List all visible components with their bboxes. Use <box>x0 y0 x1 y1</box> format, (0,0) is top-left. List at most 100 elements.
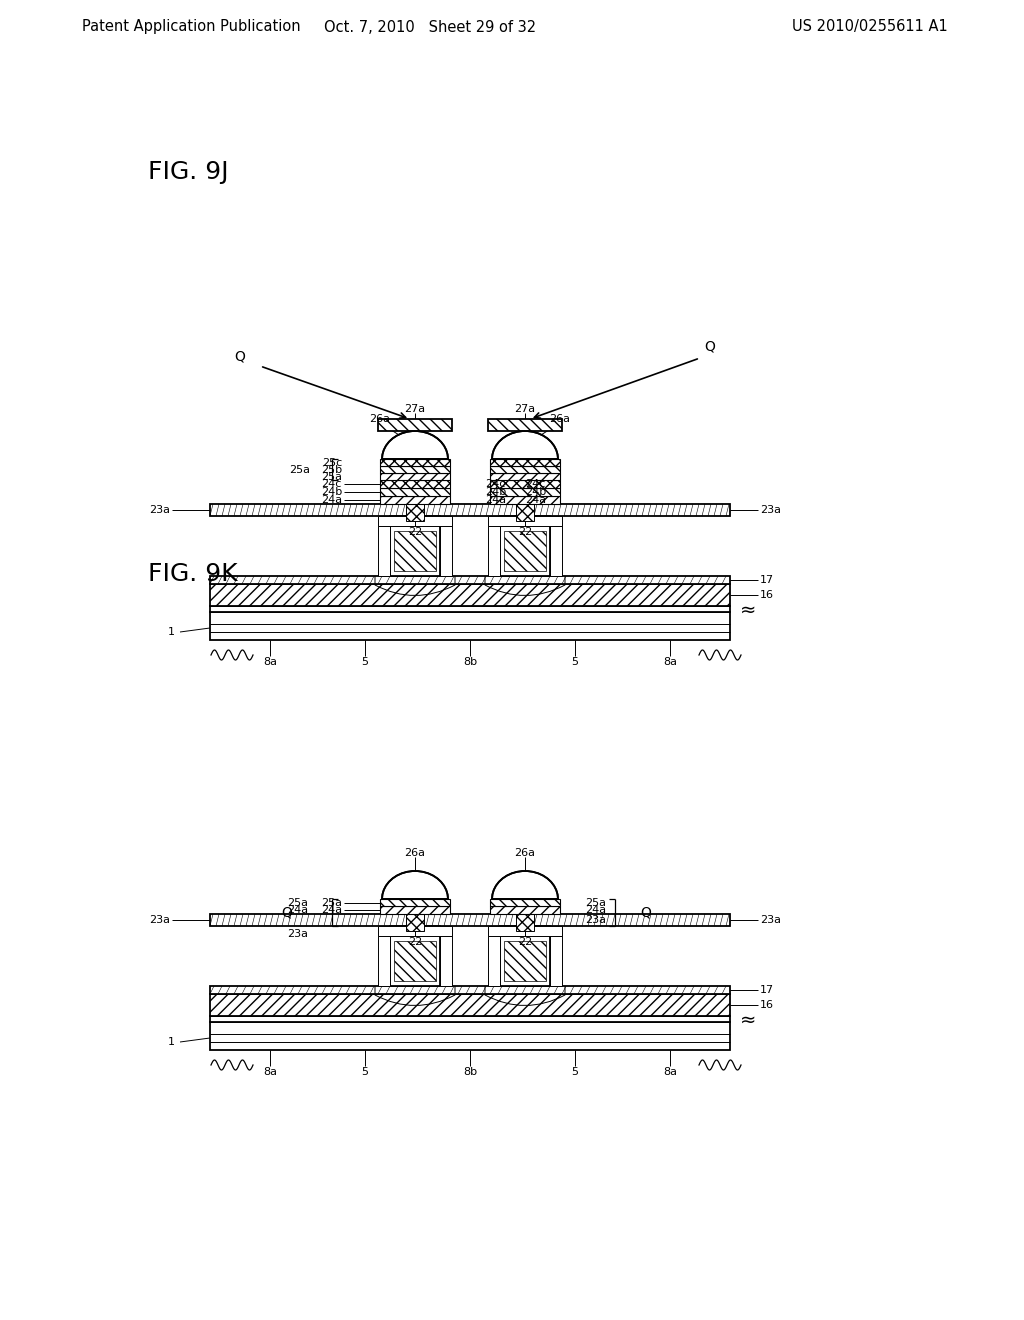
Text: 24b: 24b <box>321 487 342 498</box>
Bar <box>440 525 452 576</box>
Bar <box>394 531 436 572</box>
Text: FIG. 9K: FIG. 9K <box>148 562 238 586</box>
Bar <box>406 499 424 521</box>
Text: Patent Application Publication: Patent Application Publication <box>82 20 301 34</box>
Bar <box>516 909 534 931</box>
Bar <box>378 418 452 432</box>
Polygon shape <box>382 432 449 459</box>
Bar <box>210 1016 730 1022</box>
Text: 23a: 23a <box>287 929 308 939</box>
Bar <box>210 583 730 606</box>
Text: 8b: 8b <box>463 1067 477 1077</box>
Text: 8a: 8a <box>663 657 677 667</box>
Text: 24a: 24a <box>321 495 342 506</box>
Polygon shape <box>382 432 449 459</box>
Text: 25a: 25a <box>585 898 606 908</box>
Bar <box>378 927 452 936</box>
Text: 24a: 24a <box>321 906 342 915</box>
Polygon shape <box>492 432 558 459</box>
Text: 23a: 23a <box>585 915 606 925</box>
Text: 25a: 25a <box>289 465 310 475</box>
Bar <box>380 466 450 473</box>
Bar <box>380 473 450 480</box>
Text: 8a: 8a <box>263 657 278 667</box>
Text: 23a: 23a <box>150 506 170 515</box>
Text: 24c: 24c <box>525 479 546 488</box>
Text: 24c: 24c <box>485 479 506 488</box>
Bar <box>380 906 450 913</box>
Polygon shape <box>382 871 449 899</box>
Bar <box>210 606 730 612</box>
Bar <box>504 941 546 981</box>
Bar <box>380 480 450 488</box>
Bar <box>490 899 560 906</box>
Text: 22: 22 <box>518 937 532 946</box>
Text: 26a: 26a <box>514 847 536 858</box>
Bar <box>380 488 450 496</box>
Bar <box>210 504 730 516</box>
Bar <box>490 496 560 504</box>
Text: 22: 22 <box>408 937 422 946</box>
Text: 25a: 25a <box>287 898 308 908</box>
Text: 22: 22 <box>408 527 422 537</box>
Bar <box>488 516 562 525</box>
Bar <box>490 906 560 913</box>
Text: 5: 5 <box>571 1067 579 1077</box>
Bar <box>210 913 730 927</box>
Text: 24b: 24b <box>525 487 546 498</box>
Bar <box>488 927 562 936</box>
Text: 5: 5 <box>361 657 369 667</box>
Text: US 2010/0255611 A1: US 2010/0255611 A1 <box>793 20 948 34</box>
Bar <box>490 480 560 488</box>
Bar <box>490 459 560 466</box>
Bar <box>488 525 500 576</box>
Bar <box>516 499 534 521</box>
Text: 16: 16 <box>760 1001 774 1010</box>
Text: 26a: 26a <box>370 414 390 424</box>
Bar <box>210 994 730 1016</box>
Text: 5: 5 <box>361 1067 369 1077</box>
Bar <box>500 927 550 986</box>
Bar <box>406 909 424 931</box>
Text: 1: 1 <box>168 627 175 638</box>
Bar <box>490 466 560 473</box>
Text: 25a: 25a <box>321 898 342 908</box>
Bar <box>380 496 450 504</box>
Bar <box>378 525 390 576</box>
Text: Q: Q <box>640 906 651 920</box>
Bar <box>504 531 546 572</box>
Text: 24a: 24a <box>287 906 308 915</box>
Text: 17: 17 <box>760 985 774 995</box>
Bar <box>550 525 562 576</box>
Text: 8b: 8b <box>463 657 477 667</box>
Bar <box>490 473 560 480</box>
Text: 25b: 25b <box>321 465 342 475</box>
Bar <box>210 986 730 994</box>
Text: ≈: ≈ <box>739 1011 756 1030</box>
Bar <box>488 936 500 986</box>
Text: 5: 5 <box>571 657 579 667</box>
Bar <box>440 936 452 986</box>
Text: 23a: 23a <box>760 506 781 515</box>
Bar <box>394 941 436 981</box>
Bar <box>380 459 450 466</box>
Text: ≈: ≈ <box>739 601 756 619</box>
Polygon shape <box>492 432 558 459</box>
Text: 23a: 23a <box>150 915 170 925</box>
Text: 25c: 25c <box>322 458 342 469</box>
Text: 24b: 24b <box>485 487 506 498</box>
Text: FIG. 9J: FIG. 9J <box>148 160 228 183</box>
Text: 25a: 25a <box>321 473 342 482</box>
Polygon shape <box>382 871 449 899</box>
Bar <box>390 516 440 576</box>
Text: 17: 17 <box>760 576 774 585</box>
Text: 24c: 24c <box>322 479 342 488</box>
Bar <box>550 936 562 986</box>
Bar <box>378 936 390 986</box>
Text: 24a: 24a <box>485 495 506 506</box>
Text: Oct. 7, 2010   Sheet 29 of 32: Oct. 7, 2010 Sheet 29 of 32 <box>324 20 536 34</box>
Text: 8a: 8a <box>263 1067 278 1077</box>
Text: 23a: 23a <box>760 915 781 925</box>
Text: 27a: 27a <box>514 404 536 414</box>
Text: 16: 16 <box>760 590 774 601</box>
